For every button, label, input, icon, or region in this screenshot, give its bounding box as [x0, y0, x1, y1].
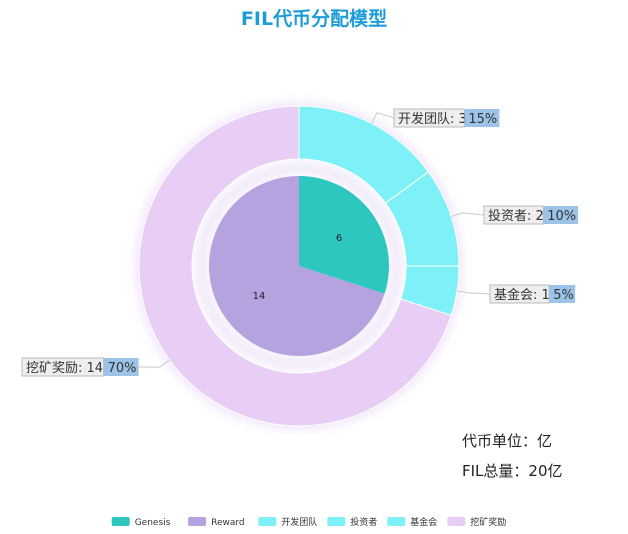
outer-label-percent: 5% [553, 288, 574, 303]
percent-box [103, 358, 139, 376]
outer-label-percent: 70% [108, 361, 137, 376]
legend-label: 挖矿奖励 [470, 516, 506, 528]
outer-label-name: 开发团队: 3 [398, 111, 467, 127]
inner-slice-genesis [299, 176, 390, 294]
leader-line [371, 112, 395, 124]
legend-swatch-2 [188, 517, 207, 526]
legend-label: 投资者 [350, 516, 377, 528]
outer-label-name: 投资者: 2 [488, 208, 544, 224]
outer-label-name: 基金会: 1 [494, 287, 550, 303]
unit-note: 代币单位：亿 [462, 432, 553, 450]
inner-slice-value: 6 [336, 233, 342, 244]
legend-swatch-3 [258, 517, 277, 526]
legend-label: 基金会 [410, 516, 437, 528]
outer-label-name: 挖矿奖励: 14 [26, 361, 103, 376]
inner-slice-reward [209, 176, 385, 356]
outer-slice-4 [138, 105, 452, 427]
legend-swatch-5 [387, 517, 406, 526]
legend-label: 开发团队 [281, 516, 317, 528]
leader-line [456, 290, 491, 295]
legend-label: Reward [211, 518, 245, 528]
outer-label-percent: 15% [468, 112, 497, 127]
total-note: FIL总量：20亿 [462, 462, 563, 480]
chart-title: FIL代币分配模型 [240, 8, 388, 30]
leader-line [451, 212, 485, 218]
inner-glow [196, 163, 402, 369]
percent-box [549, 285, 576, 303]
percent-box [464, 109, 500, 127]
outer-label-percent: 10% [547, 209, 576, 224]
legend-label: Genesis [135, 518, 171, 528]
percent-box [543, 206, 579, 224]
legend-swatch-6 [447, 517, 466, 526]
inner-slice-value: 14 [253, 291, 266, 302]
legend-swatch-4 [327, 517, 346, 526]
legend-swatch-1 [111, 517, 130, 526]
leader-line [138, 359, 170, 368]
